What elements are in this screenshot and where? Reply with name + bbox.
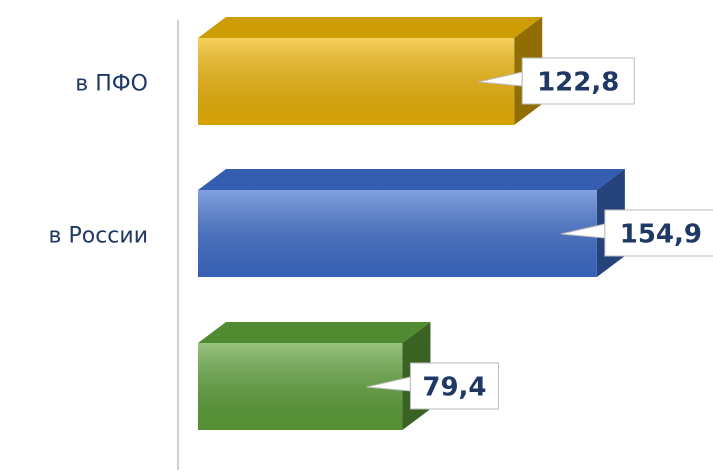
bar-top bbox=[198, 169, 625, 190]
category-label: в России bbox=[49, 224, 148, 249]
bar-top bbox=[198, 17, 543, 38]
bar-gloss bbox=[198, 38, 515, 125]
label-box bbox=[521, 57, 635, 105]
value-label: 154,9 bbox=[620, 220, 702, 250]
bar-top bbox=[198, 322, 431, 343]
label-box bbox=[604, 209, 713, 257]
value-label: 79,4 bbox=[422, 373, 486, 403]
bar-gloss bbox=[198, 190, 597, 277]
category-label: в ПФО bbox=[75, 72, 148, 97]
value-label: 122,8 bbox=[537, 68, 619, 98]
label-box bbox=[409, 362, 499, 410]
